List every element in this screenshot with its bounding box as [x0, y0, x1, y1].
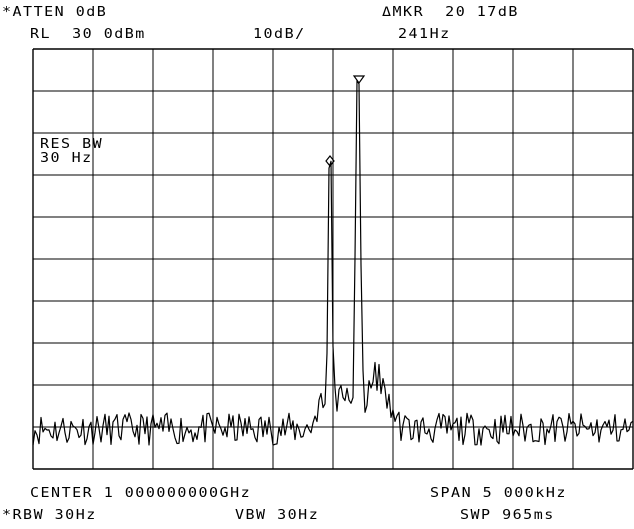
res-bw-value: 30 Hz	[40, 149, 93, 166]
spectrum-trace	[32, 79, 634, 446]
delta-marker-frequency: 241Hz	[398, 25, 451, 42]
delta-marker-amplitude: ΔMKR 20 17dB	[382, 3, 519, 20]
span-readout: SPAN 5 000kHz	[430, 484, 567, 501]
rbw-readout: *RBW 30Hz	[2, 506, 97, 523]
vbw-readout: VBW 30Hz	[235, 506, 320, 523]
atten-readout: *ATTEN 0dB	[2, 3, 108, 20]
scale-readout: 10dB/	[253, 25, 306, 42]
marker-triangle-icon	[352, 75, 366, 85]
graticule	[32, 48, 634, 470]
res-bw-label: RES BW	[40, 135, 104, 152]
marker-diamond-icon	[325, 155, 335, 167]
sweep-time-readout: SWP 965ms	[460, 506, 555, 523]
ref-level-readout: RL 30 0dBm	[30, 25, 146, 42]
center-frequency: CENTER 1 000000000GHz	[30, 484, 252, 501]
